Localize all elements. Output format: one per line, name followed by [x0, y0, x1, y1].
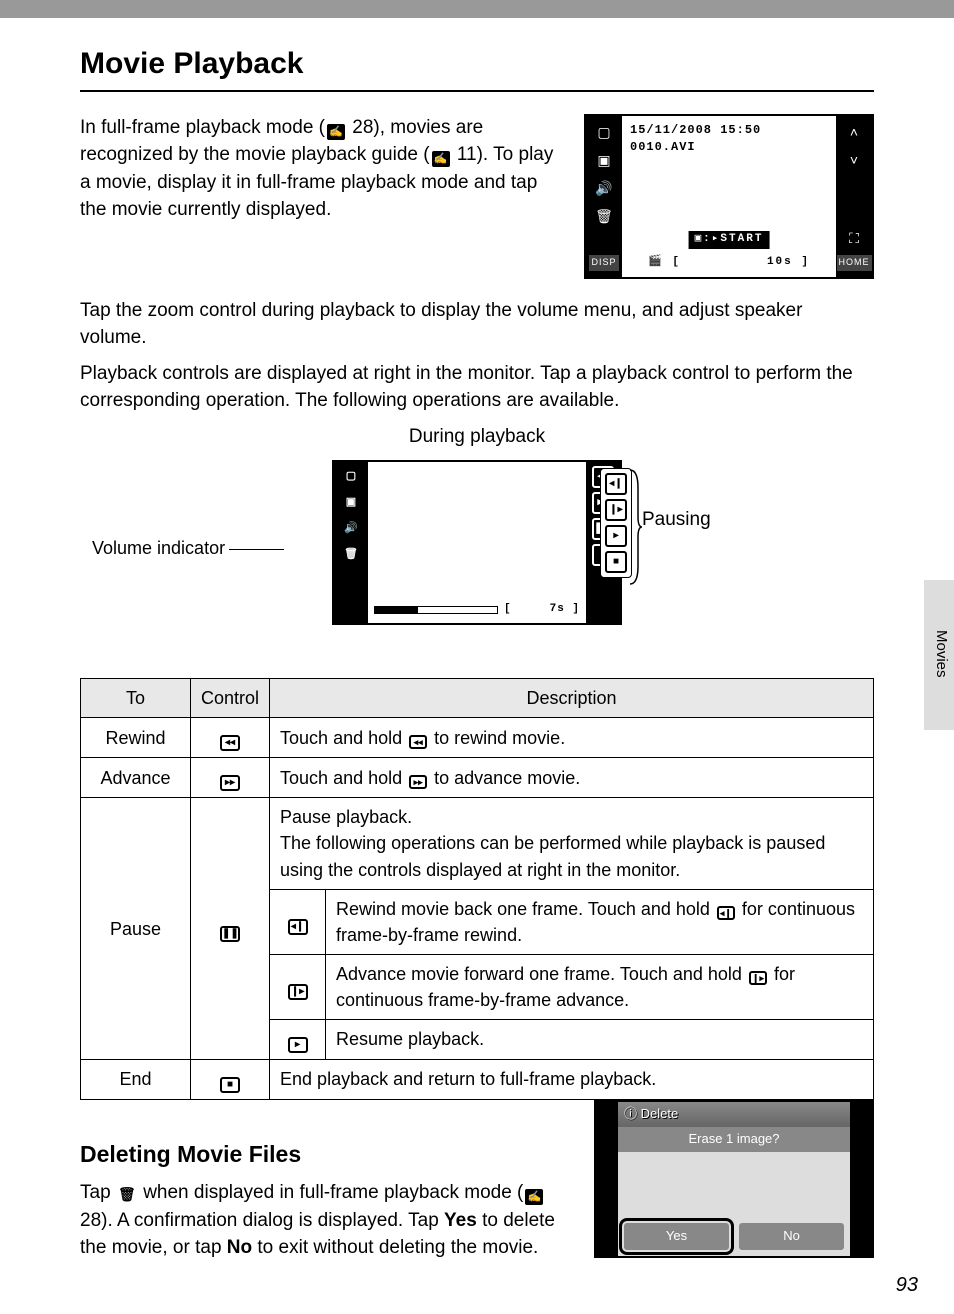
camera-icon: ▢	[593, 122, 615, 144]
table-row: Pause ❚❚ Pause playback. The following o…	[81, 798, 874, 889]
th-to: To	[81, 679, 191, 718]
manual-ref-icon: ✍	[432, 151, 450, 167]
advance-icon: ▸▸	[409, 775, 427, 789]
th-control: Control	[191, 679, 270, 718]
progress-bar	[374, 606, 498, 614]
dialog-title: ⓘ Delete	[618, 1102, 850, 1127]
play-icon: ▸	[288, 1037, 308, 1053]
dialog-no-button[interactable]: No	[739, 1223, 844, 1250]
frame-forward-icon: ❙▸	[288, 984, 308, 1000]
th-desc: Description	[270, 679, 874, 718]
stop-icon: ■	[605, 551, 627, 573]
pause-icon: ❚❚	[220, 926, 240, 942]
manual-ref-icon: ✍	[525, 1189, 543, 1205]
play-icon: ▸	[605, 525, 627, 547]
delete-dialog: ⓘ Delete Erase 1 image? Yes No	[594, 1100, 874, 1258]
camera-icon: ▢	[340, 466, 362, 488]
deleting-paragraph: Tap 🗑 when displayed in full-frame playb…	[80, 1179, 574, 1262]
advance-icon: ▸▸	[220, 775, 240, 791]
paragraph-controls: Playback controls are displayed at right…	[80, 360, 874, 415]
playback-icon: ▣	[340, 492, 362, 514]
dialog-yes-button[interactable]: Yes	[624, 1223, 729, 1250]
playback-diagram: Volume indicator ▢ ▣ 🔊 🗑 ◂◂ ▸▸ ❚❚ ■ [	[192, 460, 762, 660]
frame-forward-icon: ❙▸	[605, 499, 627, 521]
brace-icon	[628, 468, 642, 586]
deleting-heading: Deleting Movie Files	[80, 1138, 574, 1171]
page-number: 93	[896, 1271, 918, 1300]
table-row: Rewind ◂◂ Touch and hold ◂◂ to rewind mo…	[81, 718, 874, 758]
expand-icon: ⛶	[843, 227, 865, 249]
stop-icon: ■	[220, 1077, 240, 1093]
lcd-start: ▣:▸START	[689, 231, 770, 249]
home-label: HOME	[837, 255, 872, 270]
disp-label: DISP	[589, 255, 618, 270]
pausing-label: Pausing	[642, 506, 711, 534]
frame-rewind-icon: ◂❙	[717, 906, 735, 920]
manual-ref-icon: ✍	[327, 124, 345, 140]
frame-rewind-icon: ◂❙	[288, 919, 308, 935]
frame-rewind-icon: ◂❙	[605, 473, 627, 495]
speaker-icon: 🔊	[593, 178, 615, 200]
side-tab: Movies	[924, 580, 954, 730]
frame-forward-icon: ❙▸	[749, 971, 767, 985]
table-row: Advance ▸▸ Touch and hold ▸▸ to advance …	[81, 758, 874, 798]
intro-paragraph: In full-frame playback mode (✍ 28), movi…	[80, 114, 566, 224]
lcd-duration: 🎬 [ 10s ]	[622, 255, 836, 271]
down-icon: ˅	[843, 150, 865, 172]
controls-table: To Control Description Rewind ◂◂ Touch a…	[80, 678, 874, 1100]
paragraph-zoom: Tap the zoom control during playback to …	[80, 297, 874, 352]
camera-lcd-preview: ▢ ▣ 🔊 🗑 DISP 15/11/2008 15:50 0010.AVI ▣…	[584, 114, 874, 279]
lcd-datetime: 15/11/2008 15:50	[630, 122, 828, 139]
rewind-icon: ◂◂	[409, 735, 427, 749]
lcd-file: 0010.AVI	[630, 139, 828, 156]
side-tab-label: Movies	[930, 630, 952, 678]
up-icon: ˄	[843, 122, 865, 144]
playback-icon: ▣	[593, 150, 615, 172]
rewind-icon: ◂◂	[220, 735, 240, 751]
diagram-caption: During playback	[80, 423, 874, 451]
page-title: Movie Playback	[80, 42, 874, 86]
table-row: End ■ End playback and return to full-fr…	[81, 1059, 874, 1099]
trash-icon: 🗑	[593, 206, 615, 228]
top-gray-bar	[0, 0, 954, 18]
trash-icon: 🗑	[118, 1189, 136, 1203]
dialog-question: Erase 1 image?	[618, 1127, 850, 1152]
trash-icon: 🗑	[340, 544, 362, 566]
speaker-icon: 🔊	[340, 518, 362, 540]
volume-indicator-label: Volume indicator	[92, 535, 284, 561]
